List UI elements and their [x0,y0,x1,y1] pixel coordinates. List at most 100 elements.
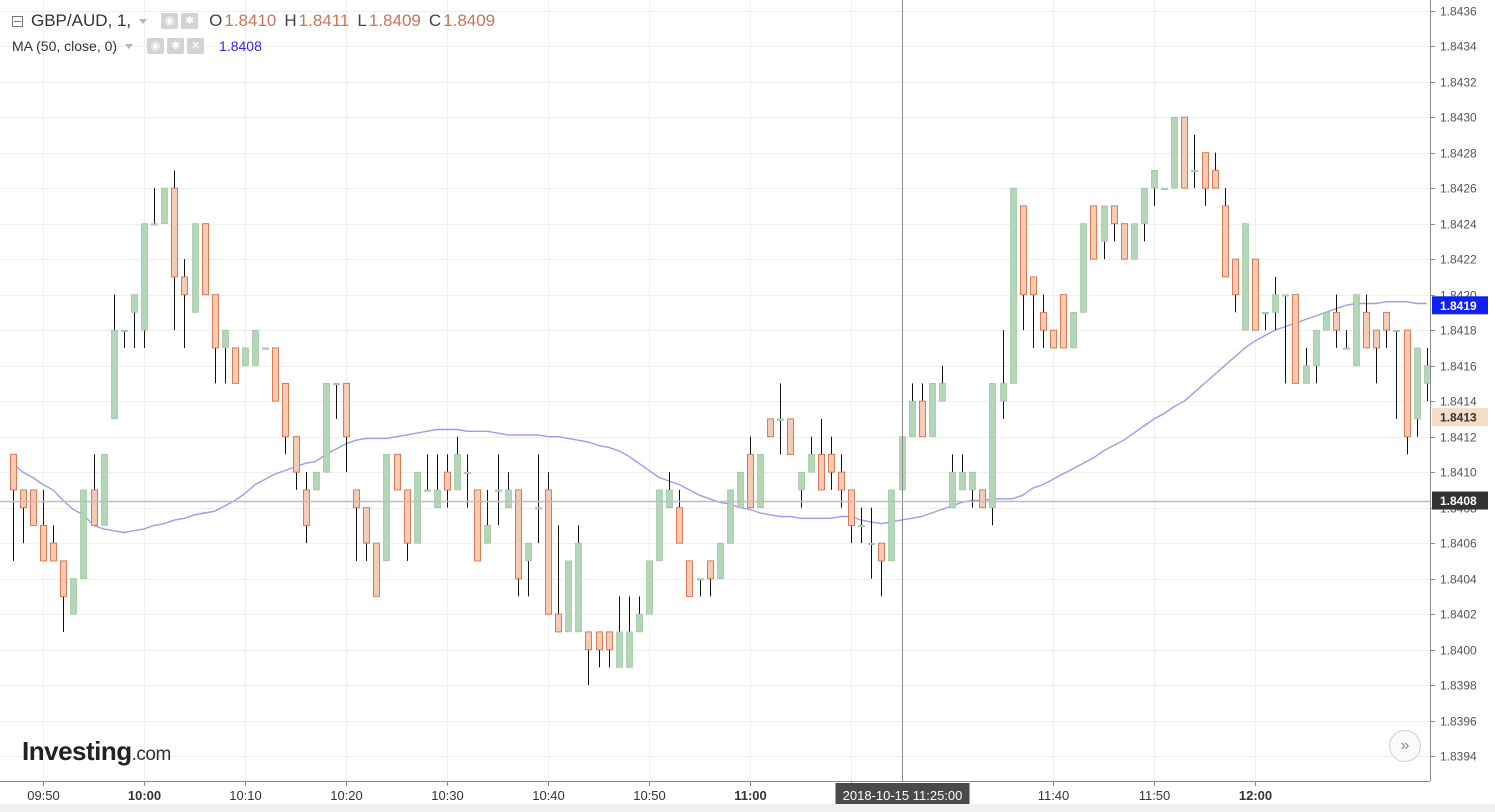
crosshair [0,0,1430,781]
candle [1353,294,1360,366]
candle [313,471,320,491]
candle-body [1282,294,1289,297]
candle [181,259,188,348]
candle [1202,152,1209,206]
candle [1363,294,1370,349]
candle-body [30,489,37,526]
price-tick-label: 1.8434 [1440,40,1477,54]
candle [111,294,118,420]
bottom-scrollbar-track[interactable] [0,804,1495,812]
candle [1313,329,1320,384]
candle-body [535,507,542,510]
candle [383,454,390,562]
symbol-row: GBP/AUD, 1, ◉ ✱ O 1.8410 H 1.8411 L 1.84… [12,10,495,32]
price-tick-label: 1.8430 [1440,111,1477,125]
candle-body [10,453,17,491]
price-tick-label: 1.8406 [1440,537,1477,551]
candle [1292,294,1299,384]
candle [394,453,401,491]
candle-body [1343,347,1350,350]
candle [161,187,168,224]
candle-body [808,454,815,473]
candle [1111,205,1118,242]
candle-body [414,471,421,544]
candle [535,454,542,544]
candle [333,383,340,419]
candle-body [676,507,683,544]
candle-body [626,631,633,668]
indicator-label[interactable]: MA (50, close, 0) [12,38,118,54]
price-tag-box [1432,408,1488,427]
candle [1414,347,1421,437]
indicator-value: 1.8408 [219,38,262,54]
candle [444,454,451,508]
candle-body [272,347,279,402]
candle [262,347,269,350]
candle-body [1121,223,1128,260]
eye-icon[interactable]: ◉ [161,13,179,29]
candle-body [1383,311,1390,331]
candle-body [1222,205,1229,278]
close-icon[interactable]: ✕ [187,38,205,54]
candle [929,383,936,437]
candle-body [323,383,330,473]
candle-body [151,223,158,226]
candle [616,596,623,668]
candle-body [70,578,77,615]
logo-suffix: .com [131,744,172,765]
candle-body [777,418,784,421]
crosshair-time-box [835,783,970,805]
price-tick-label: 1.8416 [1440,360,1477,374]
candle-body [333,383,340,386]
chevron-down-icon[interactable] [125,43,134,49]
candle-body [787,418,794,455]
candle [747,436,754,509]
candle-body [404,489,411,544]
candle [909,383,916,437]
candle [424,454,431,492]
symbol-label[interactable]: GBP/AUD, 1, [31,11,132,30]
candle-body [1181,116,1188,189]
candle [323,383,330,473]
candle-body [1212,169,1219,189]
candle-body [1303,365,1310,384]
candle [656,489,663,562]
candle-body [1424,365,1431,384]
candle-body [40,524,47,562]
candle [626,596,633,668]
candle [171,170,178,331]
candle [1303,347,1310,384]
collapse-icon[interactable] [12,15,23,27]
candle [212,294,219,384]
candle [1383,311,1390,348]
candle-body [60,560,67,597]
eye-icon[interactable]: ◉ [147,38,165,54]
candle [848,489,855,544]
candle-body [293,436,300,473]
gear-icon[interactable]: ✱ [167,38,185,54]
candle [141,223,148,348]
price-axis[interactable]: 1.8394 1.8396 1.8398 1.8400 1.8402 1.8404 1.84… [1430,5,1477,764]
candle [828,436,835,490]
candle [1171,116,1178,189]
candle [1222,188,1229,278]
candle-body [969,471,976,491]
candle [232,347,239,384]
investing-logo: Investing.com [22,736,171,767]
candle-body [697,578,704,581]
candle [202,223,209,296]
price-tick-label: 1.8404 [1440,573,1477,587]
candle-body [444,471,451,491]
candle [1333,294,1340,348]
candle [989,383,996,526]
candle [1090,205,1097,260]
scroll-right-button[interactable]: » [1389,730,1421,762]
candle [939,365,946,402]
gear-icon[interactable]: ✱ [181,13,199,29]
chart-legend: GBP/AUD, 1, ◉ ✱ O 1.8410 H 1.8411 L 1.84… [12,10,495,56]
chevron-down-icon[interactable] [139,18,148,24]
candle [686,560,693,597]
candle-body [767,418,774,438]
